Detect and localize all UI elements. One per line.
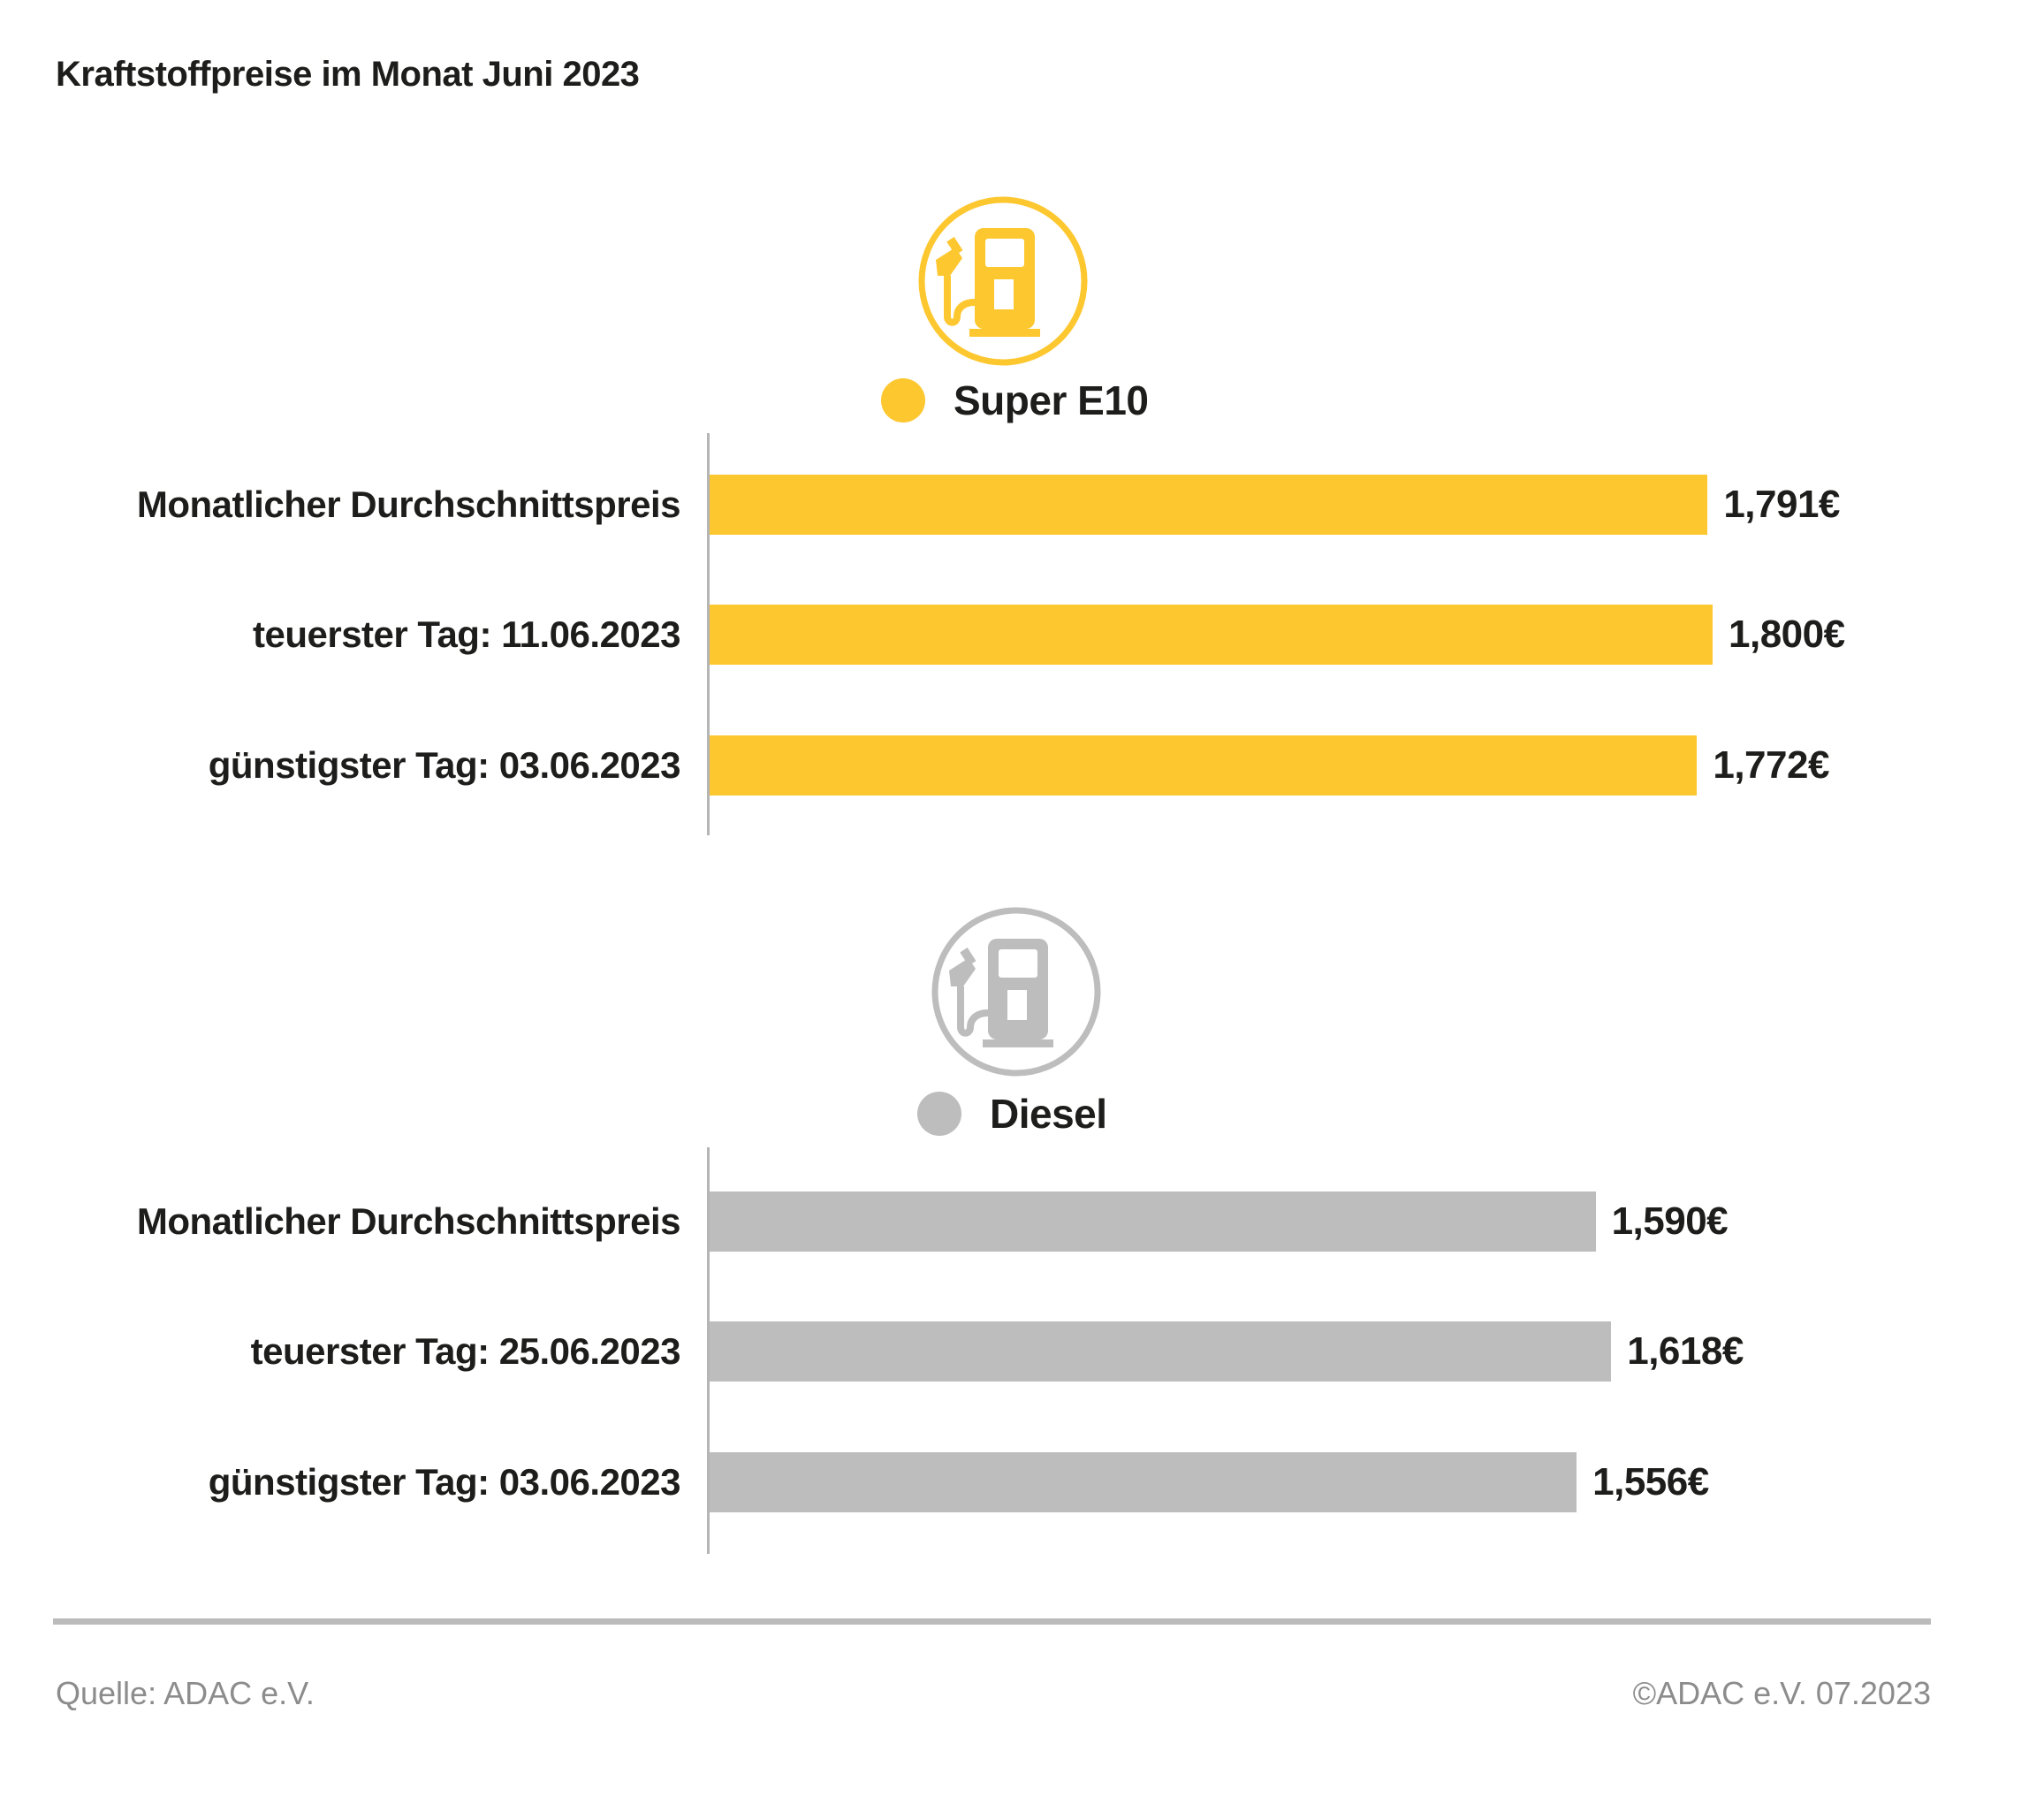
bar-value-label: 1,556€ [1592,1460,1709,1504]
footer-divider [53,1618,1931,1625]
axis-line [707,1147,710,1554]
row-label: Monatlicher Durchschnittspreis [136,1200,681,1242]
bar-value-label: 1,590€ [1611,1199,1729,1243]
legend-super-e10: Super E10 [881,376,1149,425]
page-title: Kraftstoffpreise im Monat Juni 2023 [56,55,640,94]
row-label: günstigster Tag: 03.06.2023 [208,1461,681,1503]
bar-value-label: 1,800€ [1729,613,1845,656]
legend-label: Diesel [990,1091,1107,1137]
row-label: teuerster Tag: 25.06.2023 [250,1330,681,1372]
bar-value-label: 1,791€ [1723,483,1840,526]
legend-diesel: Diesel [917,1089,1107,1138]
row-label: Monatlicher Durchschnittspreis [136,483,681,525]
bar-row: günstigster Tag: 03.06.2023 1,772€ [0,735,2044,796]
bar-row: teuerster Tag: 11.06.2023 1,800€ [0,605,2044,665]
source-text: Quelle: ADAC e.V. [56,1675,315,1711]
bar [710,1321,1612,1382]
bar-row: Monatlicher Durchschnittspreis 1,791€ [0,475,2044,535]
copyright-text: ©ADAC e.V. 07.2023 [1632,1675,1931,1711]
row-label: teuerster Tag: 11.06.2023 [252,613,681,655]
bar [710,1192,1596,1252]
legend-label: Super E10 [954,377,1149,423]
bar-row: teuerster Tag: 25.06.2023 1,618€ [0,1321,2044,1382]
axis-line [707,433,710,835]
bar [710,475,1708,535]
bar-row: günstigster Tag: 03.06.2023 1,556€ [0,1452,2044,1512]
bar-value-label: 1,618€ [1627,1329,1744,1373]
fuel-pump-icon [928,903,1105,1080]
legend-dot-icon [881,378,925,423]
bar [710,1452,1577,1512]
bar-row: Monatlicher Durchschnittspreis 1,590€ [0,1192,2044,1252]
legend-dot-icon [917,1092,961,1136]
row-label: günstigster Tag: 03.06.2023 [208,744,681,786]
bar [710,605,1713,665]
bar-value-label: 1,772€ [1713,743,1829,787]
fuel-pump-icon [915,193,1091,369]
bar [710,735,1698,796]
